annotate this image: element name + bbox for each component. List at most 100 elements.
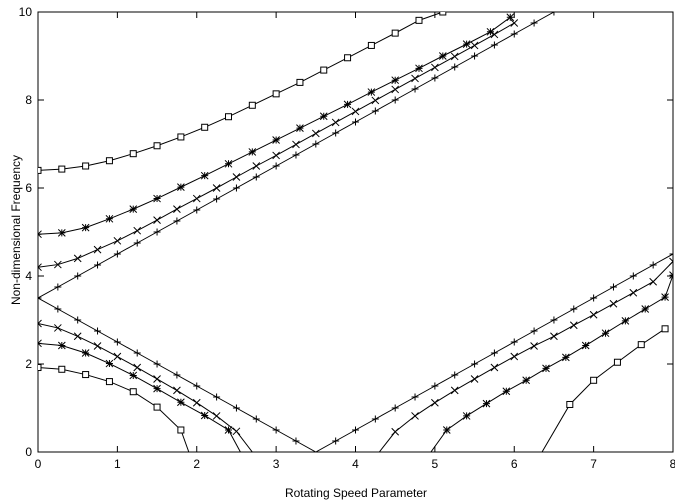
cross-marker <box>232 427 241 436</box>
plus-marker <box>193 382 201 390</box>
box-marker <box>344 54 352 62</box>
box-marker <box>38 364 42 372</box>
star-marker <box>367 88 376 96</box>
cross-marker <box>470 41 479 50</box>
series-box <box>38 12 669 452</box>
cross-marker <box>351 107 360 116</box>
plus-marker <box>629 272 637 280</box>
star-marker <box>486 27 495 36</box>
plus-marker <box>173 371 181 379</box>
star-marker <box>38 339 42 348</box>
series-star <box>38 13 673 452</box>
cross-marker <box>569 321 578 330</box>
plus-marker <box>133 349 141 357</box>
curve-cross-backward <box>38 323 253 452</box>
star-marker <box>462 412 471 420</box>
x-tick-label: 3 <box>273 457 280 471</box>
plus-marker <box>550 12 558 16</box>
plus-marker <box>490 349 498 357</box>
plus-marker <box>530 19 538 27</box>
plus-marker <box>590 294 598 302</box>
series-group <box>38 12 673 452</box>
plus-marker <box>510 338 518 346</box>
box-marker <box>613 358 621 366</box>
plus-marker <box>292 151 300 159</box>
star-marker <box>415 64 423 73</box>
plus-marker <box>312 140 320 148</box>
plus-marker <box>94 327 102 335</box>
star-marker <box>224 426 233 434</box>
cross-marker <box>38 319 42 328</box>
box-marker <box>153 142 161 150</box>
star-marker <box>438 52 447 60</box>
star-marker <box>153 194 161 203</box>
star-marker <box>200 171 209 180</box>
star-marker <box>641 305 650 313</box>
cross-marker <box>73 332 82 341</box>
plus-marker <box>411 393 419 401</box>
plus-marker <box>193 206 201 214</box>
plus-marker <box>411 85 419 93</box>
plus-marker <box>352 118 359 126</box>
star-marker <box>442 426 451 434</box>
x-tick-label: 4 <box>352 457 359 471</box>
plus-marker <box>153 360 161 368</box>
plot-frame <box>37 11 674 453</box>
plus-marker <box>451 63 459 71</box>
cross-marker <box>391 427 400 436</box>
star-marker <box>391 76 400 85</box>
plus-marker <box>431 74 439 82</box>
cross-marker <box>629 288 638 297</box>
curve-cross-forward <box>38 22 515 268</box>
plus-marker <box>113 338 121 346</box>
star-marker <box>38 230 42 239</box>
star-marker <box>561 353 570 362</box>
plus-marker <box>431 382 439 390</box>
curve-box-return <box>541 328 666 452</box>
x-tick-label: 5 <box>432 457 439 471</box>
cross-marker <box>153 216 161 224</box>
cross-marker <box>589 310 598 319</box>
box-marker <box>391 29 399 37</box>
x-tick-label: 8 <box>670 457 675 471</box>
plus-marker <box>153 228 161 236</box>
box-marker <box>320 66 328 74</box>
star-marker <box>581 341 590 350</box>
plus-marker <box>471 360 479 368</box>
x-tick-label: 1 <box>114 457 121 471</box>
cross-marker <box>450 52 459 61</box>
plus-marker <box>451 371 459 379</box>
curve-box-forward <box>38 12 443 171</box>
cross-marker <box>53 324 62 332</box>
box-marker <box>367 41 375 49</box>
cross-marker <box>609 299 618 308</box>
plus-marker <box>352 426 359 434</box>
cross-marker <box>252 162 261 170</box>
y-tick-label: 2 <box>25 357 32 371</box>
plus-marker <box>550 316 558 324</box>
box-marker <box>661 325 669 333</box>
x-tick-label: 7 <box>590 457 597 471</box>
box-marker <box>439 12 447 16</box>
star-marker <box>129 371 138 380</box>
x-tick-label: 2 <box>193 457 200 471</box>
cross-marker <box>311 129 320 138</box>
star-marker <box>200 411 209 420</box>
plus-marker <box>94 261 102 269</box>
cross-marker <box>649 277 658 286</box>
plus-marker <box>272 162 280 170</box>
box-marker <box>82 162 90 170</box>
plus-marker <box>371 107 379 115</box>
star-marker <box>542 364 550 373</box>
curve-star-return <box>430 274 673 452</box>
cross-marker <box>272 151 280 160</box>
star-marker <box>57 341 66 350</box>
plus-marker <box>332 129 340 137</box>
plus-marker <box>490 41 498 49</box>
cross-marker <box>550 332 558 341</box>
cross-marker <box>113 352 122 361</box>
plus-marker <box>609 283 617 291</box>
x-tick-label: 0 <box>35 457 42 471</box>
axes-frame <box>37 11 674 453</box>
cross-marker <box>73 254 82 263</box>
